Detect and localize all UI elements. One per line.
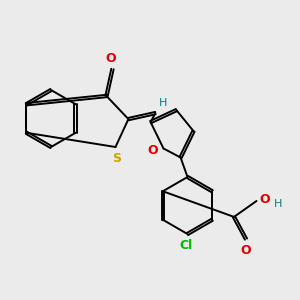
Text: H: H	[159, 98, 167, 108]
Text: Cl: Cl	[179, 239, 193, 252]
Text: O: O	[259, 193, 269, 206]
Text: O: O	[241, 244, 251, 256]
Text: H: H	[274, 199, 282, 209]
Text: O: O	[148, 143, 158, 157]
Text: S: S	[112, 152, 122, 165]
Text: O: O	[106, 52, 116, 65]
